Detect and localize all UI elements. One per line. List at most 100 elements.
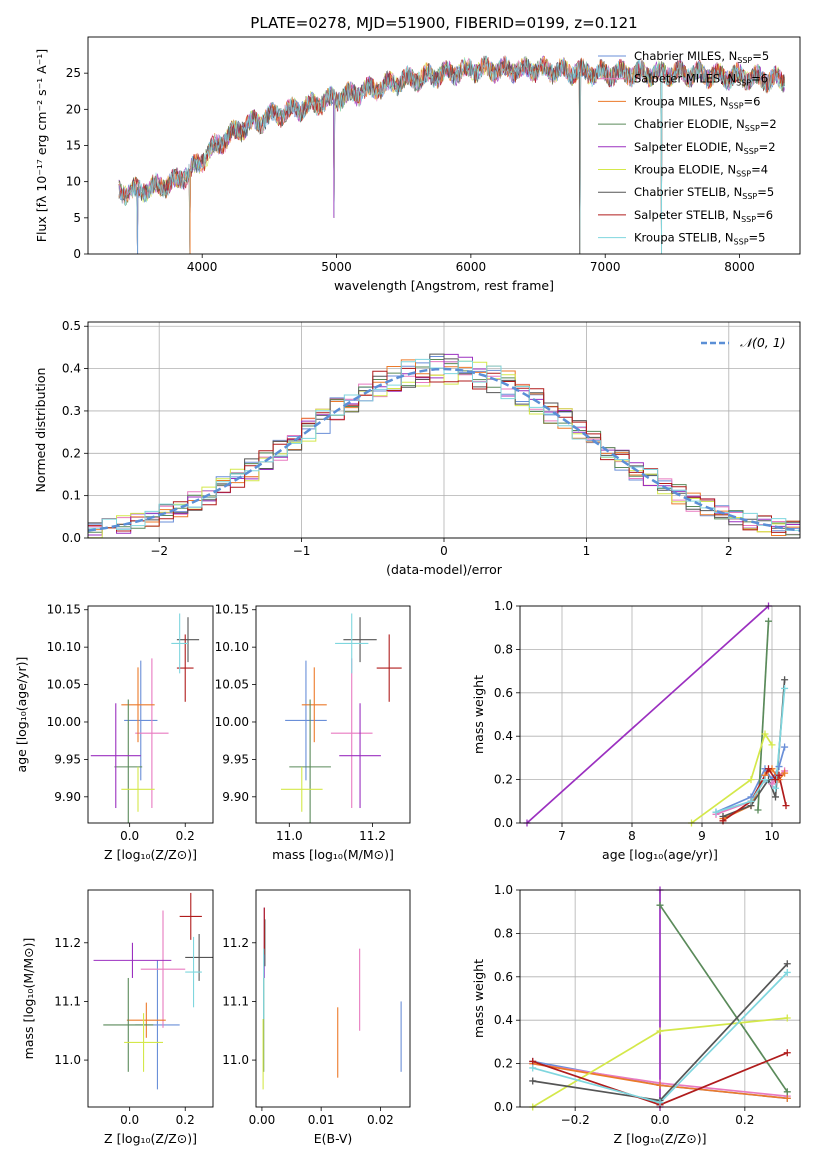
spectrum-series-1 [118, 56, 785, 254]
weight-marker [754, 806, 762, 814]
x-tick-label: 2 [725, 544, 733, 558]
x-tick-label: 0.02 [367, 1113, 394, 1127]
x-axis-label: age [log₁₀(age/yr)] [602, 847, 718, 862]
x-tick-label: −2 [150, 544, 168, 558]
spectrum-series-5 [118, 56, 785, 254]
y-tick-label: 0.8 [494, 926, 513, 940]
y-tick-label: 9.95 [222, 752, 249, 766]
x-tick-label: 7 [558, 829, 566, 843]
x-tick-label: 10 [764, 829, 779, 843]
y-tick-label: 0.2 [494, 773, 513, 787]
y-tick-label: 11.0 [222, 1053, 249, 1067]
x-tick-label: 0.2 [176, 829, 195, 843]
legend-label: Chabrier STELIB, NSSP=5 [634, 185, 774, 201]
y-tick-label: 10.15 [47, 603, 81, 617]
x-tick-label: 8000 [724, 260, 755, 274]
weight-marker [656, 1081, 664, 1089]
y-tick-label: 0.1 [62, 489, 81, 503]
y-tick-label: 1.0 [494, 883, 513, 897]
x-tick-label: −0.2 [561, 1113, 590, 1127]
x-axis-label: (data-model)/error [386, 562, 503, 577]
figure-title: PLATE=0278, MJD=51900, FIBERID=0199, z=0… [250, 14, 637, 32]
legend-label: Kroupa STELIB, NSSP=5 [634, 231, 765, 247]
weight-marker [747, 797, 755, 805]
y-tick-label: 9.95 [54, 752, 81, 766]
y-axis-label: mass weight [471, 959, 486, 1038]
x-tick-label: 0.00 [249, 1113, 276, 1127]
panel-mass-weight-vs-Z: −0.2 0.0 0.2 0.0 0.2 0.4 0.6 0.8 1.0 Z [log₁₀(Z/Z… [471, 883, 801, 1146]
panel-EBV: 0.00 0.01 0.02 11.0 11.1 11.2 E(B-V) [222, 889, 411, 1146]
y-axis-label: mass weight [471, 675, 486, 754]
panel-mass-vs-Z: 0.0 0.2 11.0 11.1 11.2 Z [log₁₀(Z/Z⊙)] mass [l… [21, 889, 214, 1146]
axes-frame [87, 605, 214, 824]
y-tick-label: 5 [73, 211, 81, 225]
y-tick-label: 9.90 [222, 790, 249, 804]
legend-label: Kroupa MILES, NSSP=6 [634, 94, 760, 110]
weight-marker [775, 763, 783, 771]
legend-label: Chabrier MILES, NSSP=5 [634, 49, 769, 65]
y-tick-label: 10.10 [47, 640, 81, 654]
plot-area [90, 613, 200, 823]
y-axis-label: Normed distribution [33, 368, 48, 493]
x-tick-label: 9 [698, 829, 706, 843]
weight-marker [761, 776, 769, 784]
histogram-series-8 [88, 358, 800, 531]
weight-marker [772, 784, 779, 792]
histogram-series-5 [88, 360, 800, 538]
weight-marker [765, 765, 772, 773]
weight-marker [772, 793, 779, 801]
y-tick-label: 1.0 [494, 599, 513, 613]
y-tick-label: 0.3 [62, 404, 81, 418]
x-axis-label: Z [log₁₀(Z/Z⊙)] [614, 1131, 707, 1146]
x-tick-label: 0.0 [120, 1113, 139, 1127]
histogram-series-6 [88, 353, 800, 529]
x-tick-label: 11.0 [276, 829, 303, 843]
axes-frame [87, 36, 801, 255]
y-tick-label: 0.2 [494, 1057, 513, 1071]
spectrum-series-8 [118, 55, 785, 254]
plot-area [93, 892, 213, 1090]
panel-spectrum: 4000 5000 6000 7000 8000 0 5 10 15 20 25 wavelength… [34, 36, 801, 293]
legend-label: Salpeter MILES, NSSP=6 [634, 72, 768, 88]
histogram-series-4 [88, 353, 800, 536]
y-tick-label: 10.00 [215, 715, 249, 729]
y-tick-label: 0.4 [62, 362, 81, 376]
axes-frame [519, 889, 801, 1108]
x-tick-label: 5000 [321, 260, 352, 274]
weight-marker [772, 776, 779, 784]
y-tick-label: 10.00 [47, 715, 81, 729]
y-axis-label: mass [log₁₀(M/M⊙)] [21, 938, 36, 1060]
x-tick-label: 0.2 [735, 1113, 754, 1127]
legend-label: Salpeter ELODIE, NSSP=2 [634, 140, 776, 156]
legend: Chabrier MILES, NSSP=5 Salpeter MILES, NS… [598, 49, 777, 247]
weight-marker [775, 771, 783, 779]
weight-marker [783, 1088, 791, 1096]
x-tick-label: 0.2 [176, 1113, 195, 1127]
panel-residuals: −2 −1 0 1 2 0.0 0.1 0.2 0.3 0.4 0.5 (data-model)/er… [33, 319, 801, 577]
spectrum-series-6 [118, 55, 785, 202]
panel-age-vs-Z: 0.0 0.2 9.90 9.95 10.00 10.05 10.10 10.15 Z [log… [14, 603, 214, 862]
weight-marker [761, 730, 769, 738]
plot-area [532, 890, 789, 1107]
y-tick-label: 15 [66, 139, 81, 153]
axes-frame [87, 321, 801, 539]
weight-marker [765, 617, 772, 625]
spectrum-series-3 [118, 56, 785, 254]
weight-marker [781, 743, 789, 751]
legend-label: Chabrier ELODIE, NSSP=2 [634, 117, 777, 133]
plot-area [118, 55, 785, 254]
weight-marker [783, 960, 791, 968]
y-tick-label: 10.15 [215, 603, 249, 617]
x-tick-label: −1 [293, 544, 311, 558]
axes-frame [87, 889, 214, 1108]
axes-frame [255, 605, 411, 824]
y-tick-label: 10.05 [215, 678, 249, 692]
y-tick-label: 0 [73, 247, 81, 261]
y-tick-label: 20 [66, 102, 81, 116]
x-axis-label: wavelength [Angstrom, rest frame] [334, 278, 554, 293]
weight-marker [529, 1064, 537, 1072]
y-tick-label: 0.4 [494, 729, 513, 743]
y-axis-label: Flux [fλ 10⁻¹⁷ erg cm⁻² s⁻¹ A⁻¹] [34, 49, 49, 242]
weight-marker [781, 769, 789, 777]
